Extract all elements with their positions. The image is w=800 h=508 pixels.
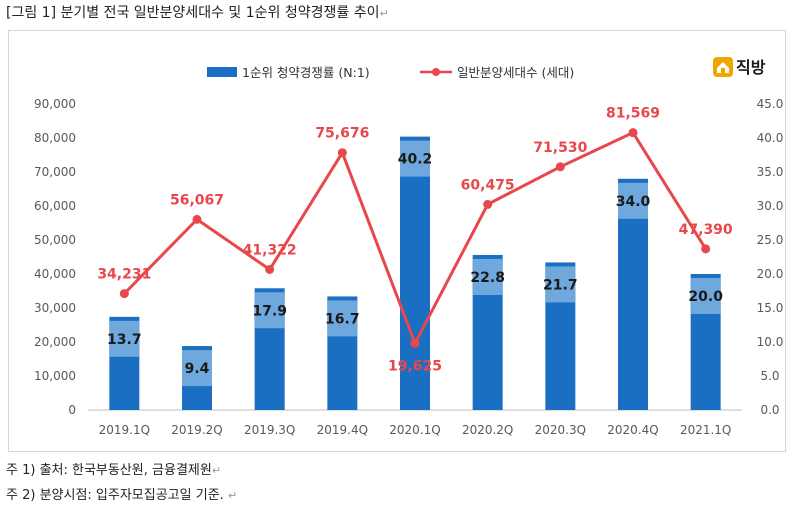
line-point <box>701 244 711 254</box>
y-left-tick-label: 10,000 <box>34 369 76 383</box>
chart-frame <box>8 30 786 452</box>
note-timing: 주 2) 분양시점: 입주자모집공고일 기준. ↵ <box>6 488 238 503</box>
x-tick-label: 2019.4Q <box>317 423 368 437</box>
zigbang-logo: 직방 <box>711 54 773 84</box>
line-point <box>555 162 565 172</box>
note-source: 주 1) 출처: 한국부동산원, 금융결제원↵ <box>6 463 222 478</box>
line-point <box>483 199 493 209</box>
legend: 1순위 청약경쟁률 (N:1) 일반분양세대수 (세대) <box>207 65 574 80</box>
line-value-label: 34,231 <box>97 267 151 283</box>
y-right-tick-label: 15.0 <box>757 301 784 315</box>
line-value-label: 75,676 <box>315 126 369 142</box>
y-right-tick-label: 35.0 <box>757 165 784 179</box>
y-right-tick-label: 20.0 <box>757 267 784 281</box>
y-right-tick-label: 10.0 <box>757 335 784 349</box>
bar-value-label: 22.8 <box>470 270 505 286</box>
y-right-tick-label: 40.0 <box>757 131 784 145</box>
bar-label-band <box>182 350 212 387</box>
legend-bar-swatch <box>207 67 237 77</box>
x-tick-label: 2020.2Q <box>462 423 513 437</box>
y-left-tick-label: 50,000 <box>34 233 76 247</box>
bar-label-band <box>400 140 430 177</box>
y-left-tick-label: 30,000 <box>34 301 76 315</box>
line-point <box>265 265 275 275</box>
legend-line-label: 일반분양세대수 (세대) <box>457 65 574 80</box>
y-right-tick-label: 25.0 <box>757 233 784 247</box>
logo-text: 직방 <box>736 58 766 77</box>
figure-caption: [그림 1] 분기별 전국 일반분양세대수 및 1순위 청약경쟁률 추이↵ <box>6 5 389 21</box>
line-value-label: 56,067 <box>170 192 224 208</box>
x-tick-label: 2019.3Q <box>244 423 295 437</box>
bar-value-label: 16.7 <box>325 311 360 327</box>
house-icon <box>713 57 733 77</box>
axes: 0 10,000 20,000 30,000 40,000 50,000 60,000 70,… <box>34 97 783 437</box>
x-tick-label: 2020.1Q <box>389 423 440 437</box>
bar-label-band <box>327 300 358 337</box>
y-left-tick-label: 90,000 <box>34 97 76 111</box>
bar-label-band <box>545 266 576 303</box>
y-left-tick-label: 20,000 <box>34 335 76 349</box>
y-right-tick-label: 45.0 <box>757 97 784 111</box>
bar-value-label: 20.0 <box>688 289 723 305</box>
y-left-tick-label: 0 <box>68 403 76 417</box>
legend-bar-label: 1순위 청약경쟁률 (N:1) <box>242 65 370 80</box>
line-point <box>410 338 420 348</box>
x-tick-label: 2019.2Q <box>171 423 222 437</box>
legend-line-marker <box>432 68 440 76</box>
line-value-label: 71,530 <box>533 140 587 156</box>
y-right-tick-label: 5.0 <box>760 369 779 383</box>
bar-value-label: 13.7 <box>107 332 142 348</box>
y-right-tick-label: 30.0 <box>757 199 784 213</box>
y-left-tick-label: 80,000 <box>34 131 76 145</box>
line-point <box>192 214 202 224</box>
line-point <box>628 128 638 138</box>
x-tick-label: 2020.3Q <box>535 423 586 437</box>
y-left-tick-label: 70,000 <box>34 165 76 179</box>
line-series <box>119 128 711 348</box>
x-tick-label: 2021.1Q <box>680 423 731 437</box>
bar-label-band <box>690 278 721 314</box>
x-tick-label: 2020.4Q <box>607 423 658 437</box>
y-left-tick-label: 40,000 <box>34 267 76 281</box>
line-point <box>337 148 347 158</box>
bar-value-label: 21.7 <box>543 277 578 293</box>
line-value-label: 47,390 <box>679 222 733 238</box>
y-left-tick-label: 60,000 <box>34 199 76 213</box>
line-value-label: 60,475 <box>461 177 515 193</box>
bar-value-label: 17.9 <box>252 303 287 319</box>
x-tick-label: 2019.1Q <box>99 423 150 437</box>
line-value-label: 81,569 <box>606 106 660 122</box>
bar-label-band <box>618 182 648 219</box>
bar <box>400 136 430 410</box>
bar-series <box>109 136 721 410</box>
y-right-tick-label: 0.0 <box>760 403 779 417</box>
bar-value-label: 34.0 <box>616 194 651 210</box>
bar-value-label: 40.2 <box>398 152 433 168</box>
bar-label-band <box>109 320 140 357</box>
bar-label-band <box>472 258 503 295</box>
line-point <box>119 289 129 299</box>
data-labels: 13.7 9.4 17.9 16.7 40.2 22.8 21.7 34.0 20.0 34,23… <box>97 106 733 377</box>
bar-value-label: 9.4 <box>185 361 210 377</box>
line-value-label: 19,625 <box>388 358 442 374</box>
bar-label-band <box>254 292 285 329</box>
line-value-label: 41,322 <box>243 243 297 259</box>
